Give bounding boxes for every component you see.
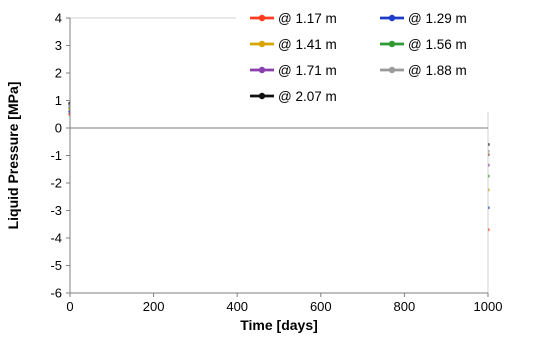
legend-swatch-marker [258, 92, 266, 100]
x-tick-label: 1000 [474, 299, 503, 314]
legend-swatch-marker [258, 40, 266, 48]
y-tick-label: -1 [50, 148, 62, 163]
y-tick-label: 0 [55, 121, 62, 136]
y-tick-label: 1 [55, 93, 62, 108]
legend-swatch-marker [388, 14, 396, 22]
legend-background [236, 0, 498, 112]
x-tick-label: 800 [394, 299, 416, 314]
y-tick-label: -6 [50, 286, 62, 301]
legend-swatch-marker [258, 66, 266, 74]
y-axis-title: Liquid Pressure [MPa] [5, 82, 21, 230]
y-tick-label: -3 [50, 203, 62, 218]
legend-label: @ 1.17 m [278, 11, 337, 26]
legend-label: @ 1.56 m [408, 37, 467, 52]
x-tick-label: 200 [143, 299, 165, 314]
y-tick-label: 2 [55, 66, 62, 81]
x-tick-label: 0 [66, 299, 73, 314]
legend-swatch-marker [388, 66, 396, 74]
legend-label: @ 1.41 m [278, 37, 337, 52]
y-tick-label: 4 [55, 11, 62, 26]
legend-label: @ 2.07 m [278, 89, 337, 104]
y-tick-label: 3 [55, 38, 62, 53]
x-axis-title: Time [days] [240, 317, 318, 333]
x-tick-label: 600 [310, 299, 332, 314]
legend-label: @ 1.88 m [408, 63, 467, 78]
y-tick-label: -4 [50, 231, 62, 246]
legend: @ 1.17 m @ 1.29 m @ 1.41 m @ 1.56 m @ 1.71 m… [236, 0, 498, 112]
y-tick-label: -2 [50, 176, 62, 191]
legend-swatch-marker [258, 14, 266, 22]
x-tick-label: 400 [226, 299, 248, 314]
legend-label: @ 1.29 m [408, 11, 467, 26]
y-tick-label: -5 [50, 258, 62, 273]
legend-label: @ 1.71 m [278, 63, 337, 78]
legend-swatch-marker [388, 40, 396, 48]
